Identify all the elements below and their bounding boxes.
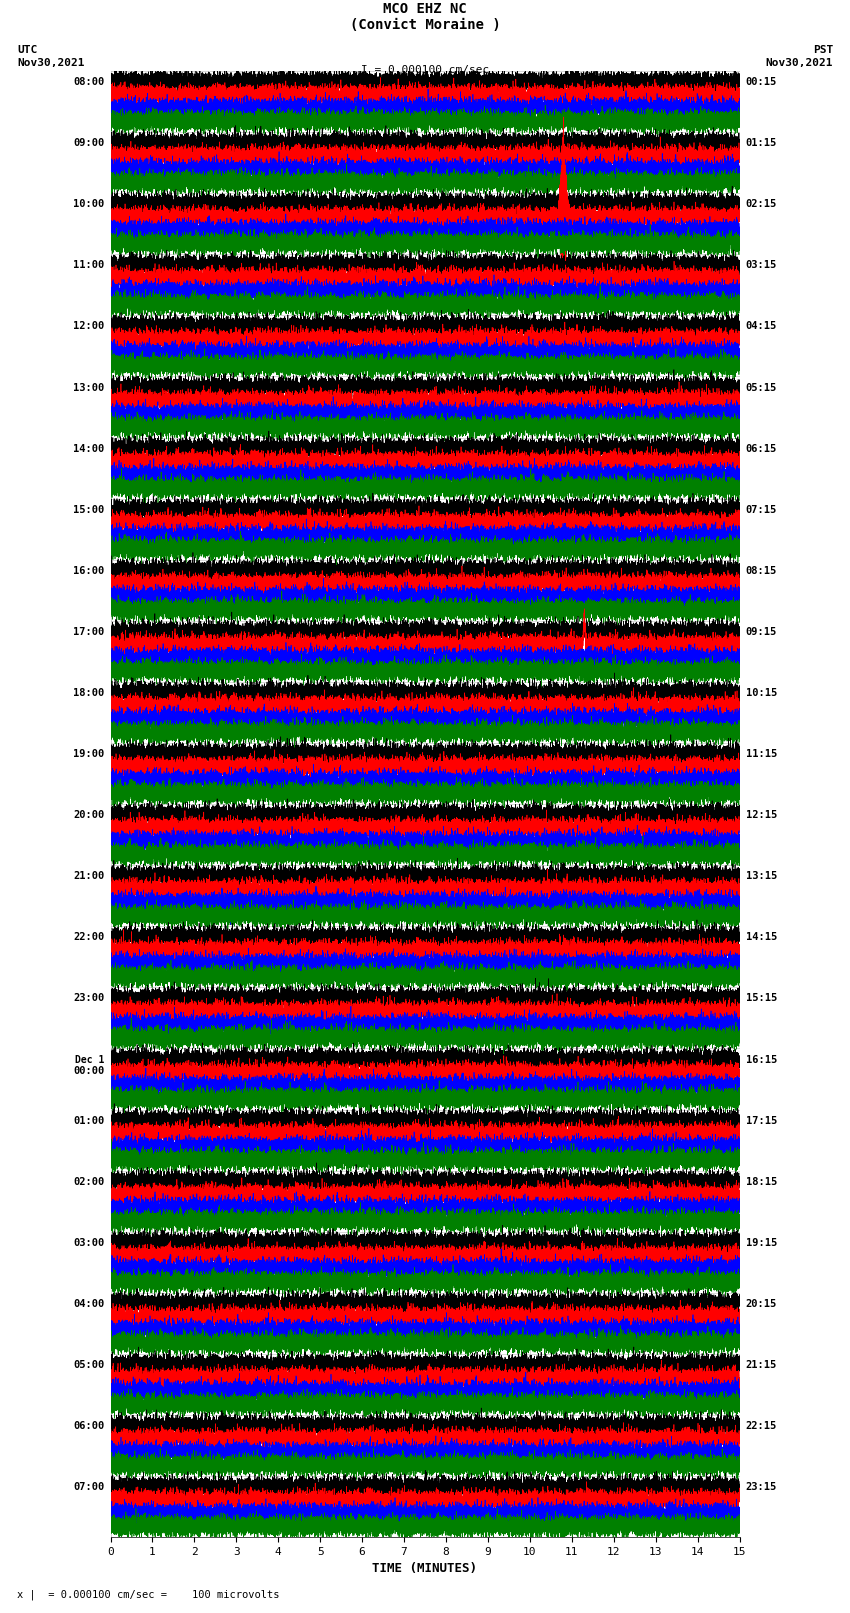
- Text: I = 0.000100 cm/sec: I = 0.000100 cm/sec: [361, 65, 489, 74]
- Text: 08:15: 08:15: [745, 566, 777, 576]
- Text: 10:00: 10:00: [73, 200, 105, 210]
- Title: MCO EHZ NC
(Convict Moraine ): MCO EHZ NC (Convict Moraine ): [349, 2, 501, 32]
- Text: Dec 1: Dec 1: [75, 1055, 105, 1065]
- Text: 22:00: 22:00: [73, 932, 105, 942]
- Text: Nov30,2021: Nov30,2021: [766, 58, 833, 68]
- Text: 01:00: 01:00: [73, 1116, 105, 1126]
- Text: 16:00: 16:00: [73, 566, 105, 576]
- Text: 12:15: 12:15: [745, 810, 777, 819]
- Text: 01:15: 01:15: [745, 139, 777, 148]
- Text: 12:00: 12:00: [73, 321, 105, 331]
- Text: 11:00: 11:00: [73, 260, 105, 271]
- Text: 21:15: 21:15: [745, 1360, 777, 1369]
- Text: 13:00: 13:00: [73, 382, 105, 392]
- Text: PST: PST: [813, 45, 833, 55]
- Text: 17:00: 17:00: [73, 627, 105, 637]
- Text: 07:15: 07:15: [745, 505, 777, 515]
- Text: 06:00: 06:00: [73, 1421, 105, 1431]
- Text: 08:00: 08:00: [73, 77, 105, 87]
- Text: 03:15: 03:15: [745, 260, 777, 271]
- Text: 04:15: 04:15: [745, 321, 777, 331]
- Text: 19:00: 19:00: [73, 748, 105, 760]
- Text: UTC: UTC: [17, 45, 37, 55]
- Text: 09:15: 09:15: [745, 627, 777, 637]
- Text: 15:00: 15:00: [73, 505, 105, 515]
- Text: 18:00: 18:00: [73, 689, 105, 698]
- Text: 09:00: 09:00: [73, 139, 105, 148]
- Text: x |  = 0.000100 cm/sec =    100 microvolts: x | = 0.000100 cm/sec = 100 microvolts: [17, 1589, 280, 1600]
- Text: 14:00: 14:00: [73, 444, 105, 453]
- Text: 00:15: 00:15: [745, 77, 777, 87]
- Text: 13:15: 13:15: [745, 871, 777, 881]
- Text: 07:00: 07:00: [73, 1482, 105, 1492]
- Text: 19:15: 19:15: [745, 1237, 777, 1248]
- Text: 20:00: 20:00: [73, 810, 105, 819]
- Text: 22:15: 22:15: [745, 1421, 777, 1431]
- Text: 17:15: 17:15: [745, 1116, 777, 1126]
- Text: 03:00: 03:00: [73, 1237, 105, 1248]
- Text: 02:15: 02:15: [745, 200, 777, 210]
- X-axis label: TIME (MINUTES): TIME (MINUTES): [372, 1563, 478, 1576]
- Text: 16:15: 16:15: [745, 1055, 777, 1065]
- Text: 14:15: 14:15: [745, 932, 777, 942]
- Text: 06:15: 06:15: [745, 444, 777, 453]
- Text: 23:00: 23:00: [73, 994, 105, 1003]
- Text: 02:00: 02:00: [73, 1177, 105, 1187]
- Text: 18:15: 18:15: [745, 1177, 777, 1187]
- Text: 20:15: 20:15: [745, 1298, 777, 1308]
- Text: 11:15: 11:15: [745, 748, 777, 760]
- Text: 10:15: 10:15: [745, 689, 777, 698]
- Text: 00:00: 00:00: [73, 1066, 105, 1076]
- Text: 21:00: 21:00: [73, 871, 105, 881]
- Text: 05:15: 05:15: [745, 382, 777, 392]
- Text: 04:00: 04:00: [73, 1298, 105, 1308]
- Text: Nov30,2021: Nov30,2021: [17, 58, 84, 68]
- Text: 15:15: 15:15: [745, 994, 777, 1003]
- Text: 23:15: 23:15: [745, 1482, 777, 1492]
- Text: 05:00: 05:00: [73, 1360, 105, 1369]
